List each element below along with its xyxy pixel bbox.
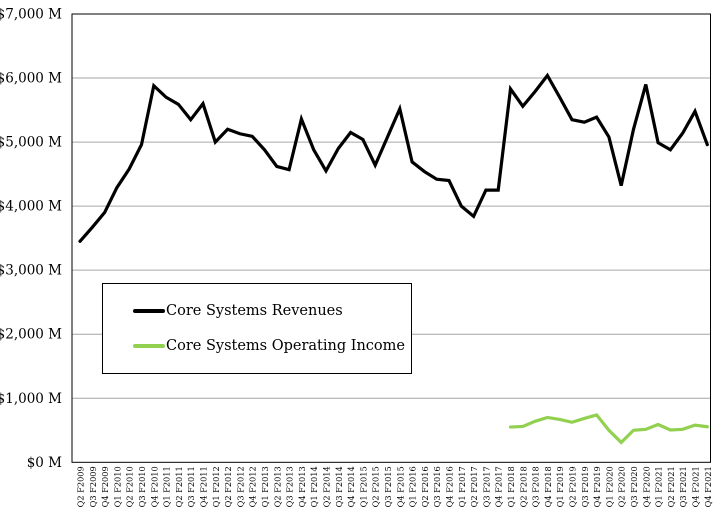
operating-income-line — [508, 413, 709, 445]
x-axis-tick-label: Q4 F2017 — [494, 466, 504, 507]
x-axis-tick-label: Q3 F2017 — [481, 466, 491, 507]
x-axis-tick-label: Q4 F2019 — [592, 466, 602, 507]
legend-item-revenues: Core Systems Revenues — [103, 303, 411, 319]
x-axis-tick-label: Q3 F2018 — [531, 466, 541, 507]
x-axis-tick-label: Q4 F2015 — [395, 466, 405, 507]
x-axis-tick-label: Q3 F2019 — [580, 466, 590, 507]
x-axis-tick-label: Q3 F2015 — [383, 466, 393, 507]
x-axis-tick-label: Q1 F2012 — [211, 466, 221, 507]
x-axis-tick-label: Q3 F2014 — [334, 466, 344, 507]
x-axis-tick-label: Q2 F2015 — [371, 466, 381, 507]
x-axis-tick-label: Q3 F2009 — [88, 466, 98, 507]
x-axis-tick-label: Q4 F2016 — [445, 466, 455, 507]
x-axis-tick-label: Q4 F2021 — [703, 466, 713, 507]
x-axis-tick-label: Q1 F2017 — [457, 466, 467, 507]
x-axis-tick-label: Q1 F2010 — [112, 466, 122, 507]
x-axis-tick-label: Q4 F2018 — [543, 466, 553, 507]
y-axis-tick-label: $2,000 M — [0, 327, 62, 343]
legend-box: Core Systems Revenues Core Systems Opera… — [102, 283, 412, 374]
y-axis-tick-label: $5,000 M — [0, 135, 62, 151]
y-axis-tick-label: $6,000 M — [0, 71, 62, 87]
x-axis-tick-label: Q2 F2019 — [568, 466, 578, 507]
y-axis-tick-label: $1,000 M — [0, 391, 62, 407]
x-axis-tick-label: Q3 F2011 — [186, 466, 196, 507]
x-axis-tick-label: Q1 F2011 — [162, 466, 172, 507]
x-axis-tick-label: Q2 F2020 — [617, 466, 627, 507]
legend-item-operating-income: Core Systems Operating Income — [103, 338, 411, 354]
x-axis-tick-label: Q2 F2018 — [518, 466, 528, 507]
x-axis-tick-label: Q1 F2021 — [654, 466, 664, 507]
x-axis-tick-label: Q3 F2010 — [137, 466, 147, 507]
x-axis-tick-label: Q1 F2020 — [604, 466, 614, 507]
revenues-line — [78, 72, 709, 243]
x-axis-tick-label: Q3 F2012 — [235, 466, 245, 507]
operating-income-line-swatch — [133, 344, 165, 348]
x-axis-tick-label: Q2 F2021 — [666, 466, 676, 507]
plot-border — [71, 13, 711, 463]
x-axis-tick-label: Q3 F2016 — [432, 466, 442, 507]
x-axis-tick-label: Q2 F2014 — [322, 466, 332, 507]
x-axis-tick-label: Q4 F2020 — [641, 466, 651, 507]
x-axis-tick-label: Q3 F2021 — [678, 466, 688, 507]
y-axis-tick-label: $7,000 M — [0, 7, 62, 23]
x-axis-tick-label: Q3 F2013 — [285, 466, 295, 507]
y-axis-tick-label: $0 M — [27, 455, 62, 471]
x-axis-tick-label: Q4 F2011 — [199, 466, 209, 507]
x-axis-tick-label: Q1 F2018 — [506, 466, 516, 507]
x-axis-tick-label: Q3 F2020 — [629, 466, 639, 507]
x-axis-tick-label: Q4 F2013 — [297, 466, 307, 507]
x-axis-tick-label: Q2 F2009 — [76, 466, 86, 507]
x-axis-tick-label: Q2 F2013 — [272, 466, 282, 507]
x-axis-tick-label: Q2 F2011 — [174, 466, 184, 507]
x-axis-tick-label: Q4 F2014 — [346, 466, 356, 507]
x-axis-tick-label: Q4 F2012 — [248, 466, 258, 507]
legend-label-revenues: Core Systems Revenues — [166, 303, 343, 319]
x-axis-tick-label: Q2 F2016 — [420, 466, 430, 507]
x-axis-tick-label: Q1 F2015 — [358, 466, 368, 507]
x-axis-tick-label: Q4 F2009 — [100, 466, 110, 507]
y-axis-tick-label: $4,000 M — [0, 199, 62, 215]
x-axis-tick-label: Q2 F2012 — [223, 466, 233, 507]
x-axis-tick-label: Q4 F2010 — [149, 466, 159, 507]
x-axis-tick-label: Q4 F2021 — [691, 466, 701, 507]
revenues-line-swatch — [133, 309, 165, 313]
x-axis-tick-label: Q1 F2016 — [408, 466, 418, 507]
x-axis-tick-label: Q1 F2019 — [555, 466, 565, 507]
y-axis-tick-label: $3,000 M — [0, 263, 62, 279]
x-axis-tick-label: Q1 F2013 — [260, 466, 270, 507]
legend-label-operating-income: Core Systems Operating Income — [166, 338, 405, 354]
x-axis-tick-label: Q2 F2017 — [469, 466, 479, 507]
x-axis-tick-label: Q1 F2014 — [309, 466, 319, 507]
x-axis-tick-label: Q2 F2010 — [125, 466, 135, 507]
